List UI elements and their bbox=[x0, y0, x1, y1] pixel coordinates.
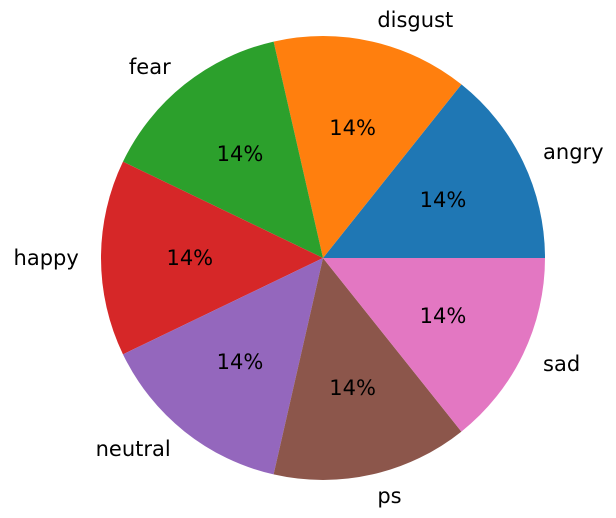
percent-label-neutral: 14% bbox=[217, 350, 264, 374]
percent-label-ps: 14% bbox=[329, 376, 376, 400]
pie-slice-ps bbox=[273, 258, 462, 480]
pie-slice-fear bbox=[122, 41, 323, 258]
percent-label-disgust: 14% bbox=[329, 116, 376, 140]
category-labels: angry disgust fear happy neutral ps sad bbox=[14, 8, 604, 508]
category-label-neutral: neutral bbox=[96, 437, 171, 461]
pie-slice-angry bbox=[323, 84, 545, 258]
percent-label-fear: 14% bbox=[217, 142, 264, 166]
category-label-angry: angry bbox=[543, 140, 604, 164]
category-label-disgust: disgust bbox=[377, 8, 453, 32]
percent-labels: 14% 14% 14% 14% 14% 14% 14% bbox=[166, 116, 466, 400]
category-label-fear: fear bbox=[129, 55, 171, 79]
percent-label-sad: 14% bbox=[420, 304, 467, 328]
percent-label-happy: 14% bbox=[166, 246, 213, 270]
category-label-happy: happy bbox=[14, 246, 79, 270]
category-label-ps: ps bbox=[377, 484, 401, 508]
pie-slice-neutral bbox=[122, 258, 323, 475]
pie-slice-sad bbox=[323, 258, 545, 432]
percent-label-angry: 14% bbox=[420, 188, 467, 212]
pie-slice-happy bbox=[101, 161, 323, 355]
category-label-sad: sad bbox=[543, 352, 580, 376]
pie-slices bbox=[101, 36, 545, 480]
pie-slice-disgust bbox=[273, 36, 462, 258]
